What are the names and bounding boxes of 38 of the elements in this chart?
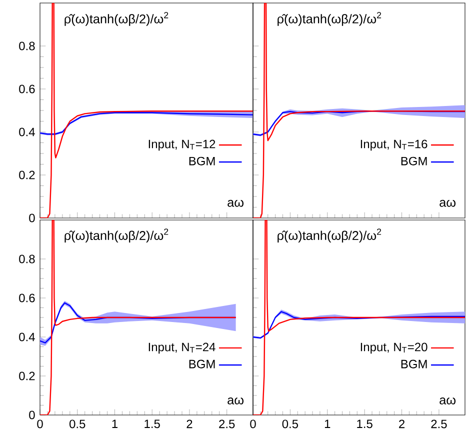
x-tick-label: 2.5 <box>431 420 447 428</box>
legend-label: BGM <box>401 360 427 368</box>
text: ρ̂(ω)tanh(ωβ/2)/ω$^{2}$ <box>64 12 168 26</box>
x-tick-label: 2 <box>186 420 192 428</box>
text: ρ̂(ω)tanh(ωβ/2)/ω$^{2}$ <box>278 228 382 243</box>
y-tick-label: 0.8 <box>19 42 35 50</box>
x-tick-label: 1 <box>324 420 330 428</box>
legend-label: BGM <box>189 360 215 368</box>
legend-label: Input, N$_{T}$=12 <box>148 140 216 151</box>
y-tick-label: 0 <box>29 214 35 222</box>
text: ρ̂(ω)tanh(ωβ/2)/ω$^{2}$ <box>64 228 168 243</box>
y-tick-label: 0 <box>29 410 35 420</box>
y-tick-label: 0.4 <box>19 128 35 136</box>
x-axis-title: aω <box>228 397 244 404</box>
legend-label: Input, N$_{T}$=24 <box>148 342 216 354</box>
y-tick-label: 0.2 <box>19 170 35 180</box>
legend-label: BGM <box>401 156 427 166</box>
x-tick-label: 0.5 <box>282 420 298 428</box>
x-tick-label: 1.5 <box>357 420 372 428</box>
y-tick-label: 0.4 <box>19 332 35 342</box>
y-tick-label: 0.6 <box>19 84 35 94</box>
x-tick-label: 1.5 <box>144 420 160 428</box>
x-tick-label: 2 <box>399 420 404 428</box>
x-tick-label: 2.5 <box>219 420 235 428</box>
legend-label: Input, N$_{T}$=20 <box>360 342 428 354</box>
x-axis-title: aω <box>440 397 456 404</box>
x-tick-label: 0.5 <box>69 420 86 428</box>
y-tick-label: 0.8 <box>19 254 35 264</box>
x-tick-label: 0 <box>37 420 43 428</box>
text: ρ̂(ω)tanh(ωβ/2)/ω$^{2}$ <box>278 12 382 26</box>
legend-label: BGM <box>189 156 215 166</box>
legend-label: Input, N$_{T}$=16 <box>360 140 428 151</box>
x-tick-label: 0 <box>250 420 256 428</box>
x-axis-title: aω <box>440 200 456 207</box>
x-tick-label: 1 <box>112 420 118 428</box>
y-tick-label: 0.2 <box>19 372 35 380</box>
y-tick-label: 0.6 <box>19 294 35 302</box>
x-axis-title: aω <box>228 200 244 207</box>
